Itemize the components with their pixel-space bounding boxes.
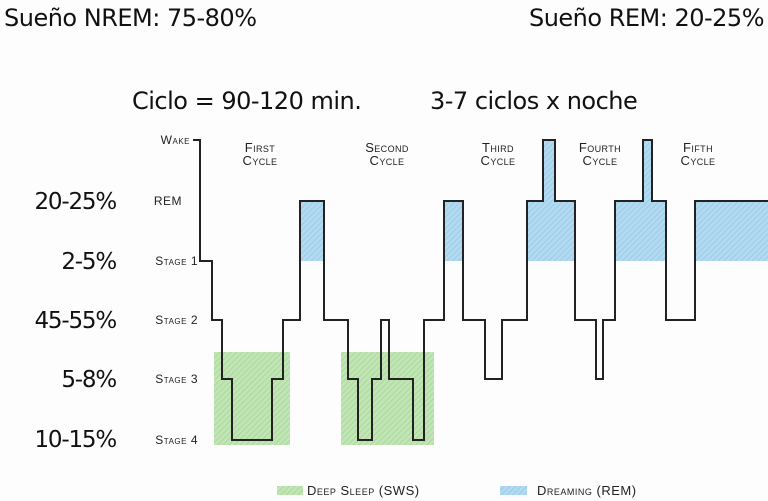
- cycle-label-first-sub: Cycle: [243, 153, 278, 168]
- stage-label-wake: Wake: [161, 133, 190, 147]
- cycle-label-third-sub: Cycle: [481, 153, 516, 168]
- percent-stage4: 10-15%: [35, 427, 117, 453]
- cycle-label-fourth: Fourth: [579, 140, 621, 155]
- rem-area: [527, 201, 575, 261]
- rem-area: [300, 201, 324, 261]
- cycle-label-fifth: Fifth: [683, 140, 713, 155]
- legend-swatch-dreaming: [500, 486, 527, 495]
- legend-swatch-deep-sleep: [277, 486, 303, 495]
- hypnogram-line: [193, 139, 768, 441]
- nrem-percentage-title: Sueño NREM: 75-80%: [4, 4, 257, 32]
- rem-area: [695, 201, 768, 261]
- percent-rem: 20-25%: [35, 189, 117, 215]
- deep-sleep-area: [214, 352, 290, 445]
- cycle-label-second: Second: [365, 140, 409, 155]
- rem-percentage-title: Sueño REM: 20-25%: [529, 4, 764, 32]
- cycle-label-fourth-sub: Cycle: [583, 153, 618, 168]
- legend-label-deep-sleep: Deep Sleep (SWS): [307, 483, 420, 498]
- stage-percentages: 20-25% 2-5% 45-55% 5-8% 10-15%: [35, 189, 118, 453]
- percent-stage3: 5-8%: [61, 367, 116, 393]
- stage-label-stage3: Stage 3: [155, 372, 198, 386]
- cycle-labels: First Cycle Second Cycle Third Cycle Fou…: [243, 140, 716, 168]
- cycle-label-second-sub: Cycle: [370, 153, 405, 168]
- cycle-label-first: First: [245, 140, 276, 155]
- percent-stage2: 45-55%: [35, 308, 117, 334]
- rem-areas: [300, 140, 768, 261]
- deep-sleep-area: [341, 352, 434, 445]
- percent-stage1: 2-5%: [61, 249, 116, 275]
- rem-area: [444, 201, 463, 261]
- deep-sleep-areas: [214, 352, 434, 445]
- cycle-label-fifth-sub: Cycle: [681, 153, 716, 168]
- stage-label-stage1: Stage 1: [155, 254, 198, 268]
- cycle-label-third: Third: [482, 140, 514, 155]
- stage-label-rem: REM: [154, 194, 182, 208]
- rem-area: [643, 140, 652, 201]
- cycles-per-night-text: 3-7 ciclos x noche: [430, 87, 637, 115]
- stage-labels: Wake REM Stage 1 Stage 2 Stage 3 Stage 4: [154, 133, 198, 447]
- rem-area: [615, 201, 666, 261]
- stage-label-stage2: Stage 2: [155, 313, 198, 327]
- rem-area: [543, 140, 555, 201]
- cycle-length-text: Ciclo = 90-120 min.: [132, 87, 361, 115]
- stage-label-stage4: Stage 4: [155, 433, 198, 447]
- legend-label-dreaming: Dreaming (REM): [537, 483, 637, 498]
- legend: Deep Sleep (SWS) Dreaming (REM): [277, 483, 637, 498]
